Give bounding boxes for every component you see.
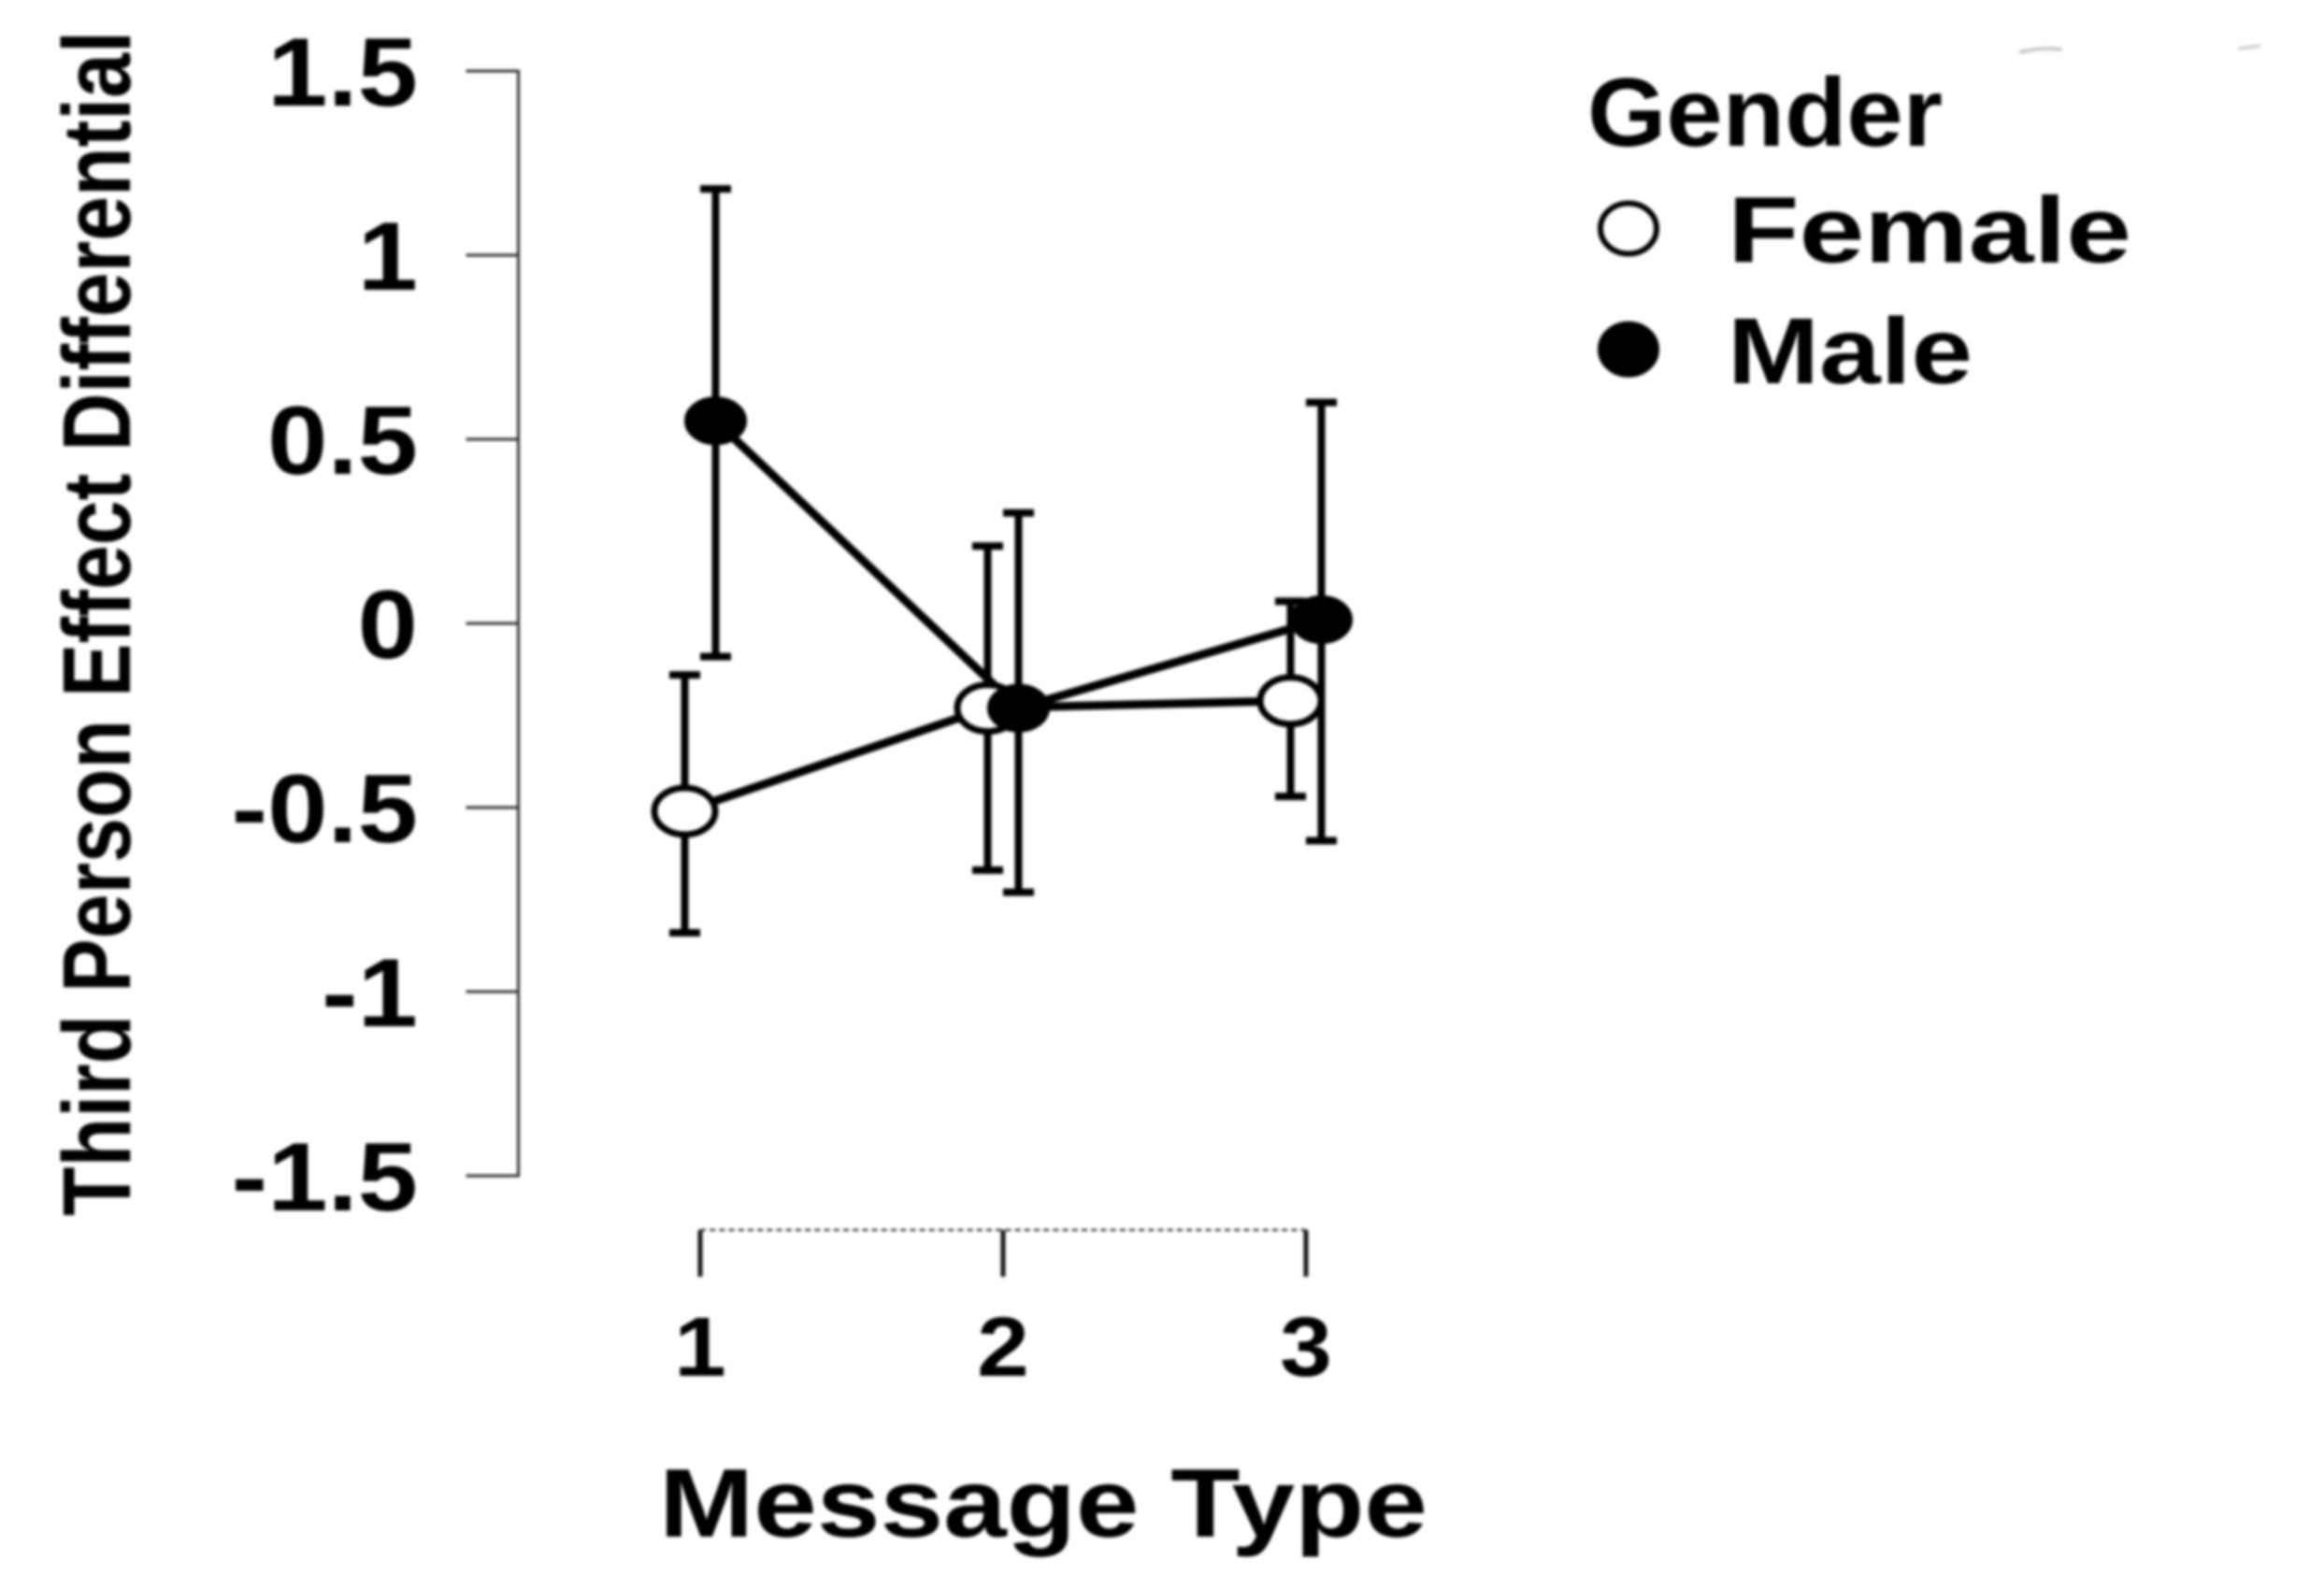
y-axis-title: Third Person Effect Differential [43, 31, 151, 1216]
legend-swatch-male [1598, 321, 1659, 378]
y-tick-label: 0 [358, 571, 418, 679]
x-tick-label: 3 [1280, 1301, 1332, 1394]
y-tick-label: 1 [358, 203, 418, 311]
y-tick-label: 1.5 [267, 19, 418, 127]
scan-artifact-mark [2237, 44, 2261, 50]
y-tick-label: 0.5 [267, 387, 418, 495]
legend-swatch-female [1598, 200, 1659, 257]
legend-label-male: Male [1728, 299, 1973, 404]
y-tick-label: -1 [322, 939, 418, 1048]
marker-female-3 [1256, 674, 1325, 728]
error-bar-line-chart: 1.5 1 0.5 0 -0.5 -1 -1.5 Third Person Effect Di… [37, 15, 2324, 1573]
marker-male-3 [1290, 595, 1353, 645]
x-tick-label: 2 [977, 1301, 1029, 1394]
marker-male-1 [684, 396, 747, 446]
scan-artifact-mark [2018, 47, 2063, 54]
chart-canvas: 1.5 1 0.5 0 -0.5 -1 -1.5 Third Person Effect Di… [43, 19, 2261, 1558]
y-tick-label: -0.5 [232, 755, 418, 864]
y-tick-label: -1.5 [232, 1123, 418, 1232]
marker-male-2 [987, 683, 1050, 733]
legend-title: Gender [1587, 59, 1943, 167]
x-tick-label: 1 [674, 1301, 726, 1394]
x-axis-title: Message Type [659, 1450, 1427, 1558]
legend-label-female: Female [1728, 179, 2131, 283]
marker-female-1 [651, 784, 719, 838]
